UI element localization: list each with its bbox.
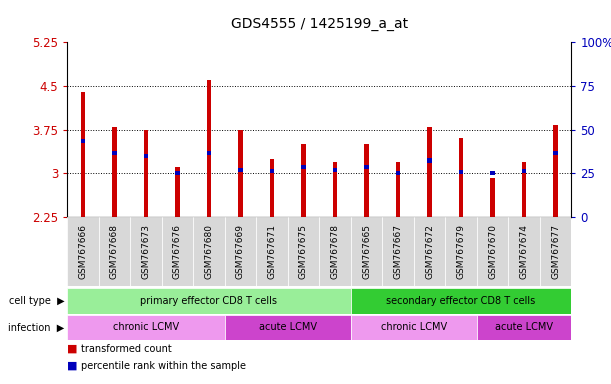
Bar [175, 171, 180, 175]
Bar [320, 217, 351, 286]
Bar [490, 171, 495, 175]
Bar [67, 288, 351, 314]
Text: GSM767678: GSM767678 [331, 224, 340, 279]
Bar [112, 151, 117, 155]
Bar [207, 80, 211, 217]
Bar [332, 168, 337, 172]
Bar [144, 130, 148, 217]
Bar [477, 315, 571, 340]
Text: chronic LCMV: chronic LCMV [113, 322, 179, 333]
Text: GSM767674: GSM767674 [519, 224, 529, 279]
Bar [238, 130, 243, 217]
Text: ■: ■ [67, 361, 81, 371]
Bar [99, 217, 130, 286]
Bar [238, 168, 243, 172]
Bar [459, 138, 463, 217]
Bar [269, 159, 274, 217]
Bar [553, 125, 558, 217]
Bar [351, 217, 382, 286]
Text: GSM767676: GSM767676 [173, 224, 182, 279]
Bar [162, 217, 193, 286]
Text: GSM767668: GSM767668 [110, 224, 119, 279]
Text: infection  ▶: infection ▶ [8, 322, 64, 333]
Bar [382, 217, 414, 286]
Text: GSM767665: GSM767665 [362, 224, 371, 279]
Bar [130, 217, 162, 286]
Text: cell type  ▶: cell type ▶ [9, 296, 64, 306]
Bar [445, 217, 477, 286]
Bar [288, 217, 320, 286]
Bar [193, 217, 225, 286]
Text: GSM767666: GSM767666 [78, 224, 87, 279]
Bar [364, 166, 369, 169]
Bar [225, 217, 256, 286]
Text: GSM767677: GSM767677 [551, 224, 560, 279]
Text: GSM767679: GSM767679 [456, 224, 466, 279]
Text: transformed count: transformed count [81, 344, 172, 354]
Bar [225, 315, 351, 340]
Text: GSM767673: GSM767673 [142, 224, 150, 279]
Text: acute LCMV: acute LCMV [258, 322, 316, 333]
Bar [477, 217, 508, 286]
Bar [332, 162, 337, 217]
Text: GSM767671: GSM767671 [268, 224, 277, 279]
Bar [427, 159, 432, 162]
Bar [459, 170, 463, 174]
Text: percentile rank within the sample: percentile rank within the sample [81, 361, 246, 371]
Bar [351, 315, 477, 340]
Bar [301, 166, 306, 169]
Bar [414, 217, 445, 286]
Bar [175, 167, 180, 217]
Text: primary effector CD8 T cells: primary effector CD8 T cells [141, 296, 277, 306]
Bar [67, 217, 99, 286]
Text: acute LCMV: acute LCMV [495, 322, 553, 333]
Text: GSM767675: GSM767675 [299, 224, 308, 279]
Text: GSM767669: GSM767669 [236, 224, 245, 279]
Bar [351, 288, 571, 314]
Bar [522, 162, 527, 217]
Bar [81, 92, 86, 217]
Text: chronic LCMV: chronic LCMV [381, 322, 447, 333]
Bar [207, 151, 211, 155]
Text: GSM767667: GSM767667 [393, 224, 403, 279]
Bar [540, 217, 571, 286]
Bar [553, 151, 558, 155]
Bar [364, 144, 369, 217]
Bar [490, 178, 495, 217]
Bar [396, 171, 400, 175]
Text: secondary effector CD8 T cells: secondary effector CD8 T cells [386, 296, 536, 306]
Bar [522, 169, 527, 173]
Text: ■: ■ [67, 344, 81, 354]
Bar [112, 127, 117, 217]
Bar [301, 144, 306, 217]
Bar [81, 139, 86, 143]
Bar [67, 315, 225, 340]
Bar [256, 217, 288, 286]
Bar [427, 127, 432, 217]
Bar [396, 162, 400, 217]
Text: GSM767680: GSM767680 [205, 224, 213, 279]
Text: GDS4555 / 1425199_a_at: GDS4555 / 1425199_a_at [231, 17, 408, 31]
Text: GSM767670: GSM767670 [488, 224, 497, 279]
Bar [269, 169, 274, 173]
Bar [508, 217, 540, 286]
Bar [144, 154, 148, 158]
Text: GSM767672: GSM767672 [425, 224, 434, 279]
